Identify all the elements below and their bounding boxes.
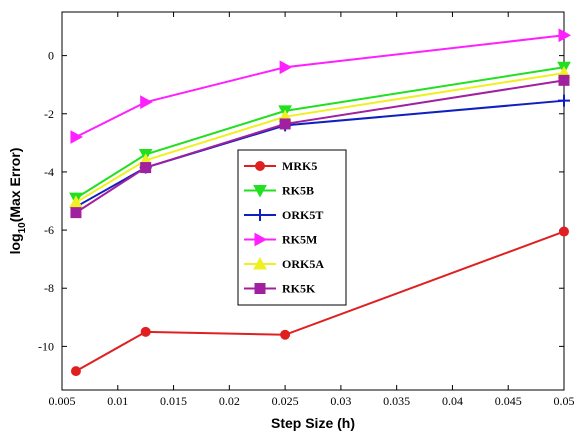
data-point <box>559 226 569 237</box>
series-rk5m <box>70 28 572 144</box>
data-point <box>279 118 291 130</box>
legend-item: ORK5T <box>244 208 323 222</box>
x-tick-label: 0.04 <box>442 394 463 408</box>
data-point <box>70 366 81 377</box>
legend-item: ORK5A <box>244 256 324 271</box>
data-point <box>558 74 570 86</box>
data-point <box>70 130 83 144</box>
legend-label: MRK5 <box>282 159 317 173</box>
legend-item: RK5K <box>244 282 316 296</box>
legend-label: RK5M <box>282 233 317 247</box>
x-tick-label: 0.035 <box>383 394 410 408</box>
y-tick-label: -2 <box>44 107 54 121</box>
y-tick-label: 0 <box>48 49 54 63</box>
series-line <box>75 66 565 199</box>
x-tick-label: 0.025 <box>272 394 299 408</box>
series-rk5k <box>70 74 570 219</box>
legend-box <box>237 149 347 306</box>
data-point <box>140 162 152 174</box>
legend-item: RK5M <box>244 233 317 247</box>
y-tick-label: -6 <box>44 223 54 237</box>
x-tick-label: 0.03 <box>330 394 351 408</box>
legend-marker <box>254 209 266 221</box>
y-tick-label: -4 <box>44 165 54 179</box>
series-line <box>75 72 565 204</box>
y-axis-label-rest: (Max Error) <box>7 148 23 223</box>
legend: MRK5 RK5B ORK5T RK5M ORK5A RK5K <box>237 149 347 306</box>
x-tick-label: 0.05 <box>554 394 575 408</box>
legend-marker <box>255 161 265 171</box>
data-point <box>140 95 153 109</box>
legend-label: ORK5T <box>282 208 323 222</box>
y-axis-label: log10(Max Error) <box>7 148 28 255</box>
series-group <box>69 28 572 377</box>
series-line <box>75 230 565 372</box>
legend-label: RK5B <box>282 184 314 198</box>
data-point <box>558 28 572 43</box>
data-point <box>558 94 570 107</box>
x-tick-label: 0.01 <box>107 394 128 408</box>
data-point <box>279 60 293 75</box>
data-point <box>70 207 82 219</box>
y-axis-label-sub: 10 <box>17 222 28 234</box>
legend-item: MRK5 <box>244 159 317 173</box>
axes: 0.005 0.01 0.015 0.02 0.025 0.03 0.035 0.04 0.04… <box>38 12 575 408</box>
legend-label: ORK5A <box>282 257 324 271</box>
legend-item: RK5B <box>244 184 314 198</box>
x-axis-label: Step Size (h) <box>271 415 355 431</box>
series-line <box>75 34 565 138</box>
y-tick-label: -10 <box>38 339 54 353</box>
x-tick-label: 0.005 <box>49 394 76 408</box>
data-point <box>140 326 151 337</box>
x-tick-label: 0.015 <box>160 394 187 408</box>
legend-marker <box>254 232 268 247</box>
data-point <box>280 329 291 340</box>
legend-marker <box>254 283 266 294</box>
y-tick-label: -8 <box>44 281 54 295</box>
legend-marker <box>253 185 267 198</box>
x-tick-label: 0.02 <box>219 394 240 408</box>
x-tick-label: 0.045 <box>495 394 522 408</box>
legend-marker <box>253 256 267 270</box>
series-line <box>75 79 565 214</box>
y-axis-label-main: log <box>7 233 23 254</box>
series-mrk5 <box>70 226 569 377</box>
legend-label: RK5K <box>282 282 316 296</box>
